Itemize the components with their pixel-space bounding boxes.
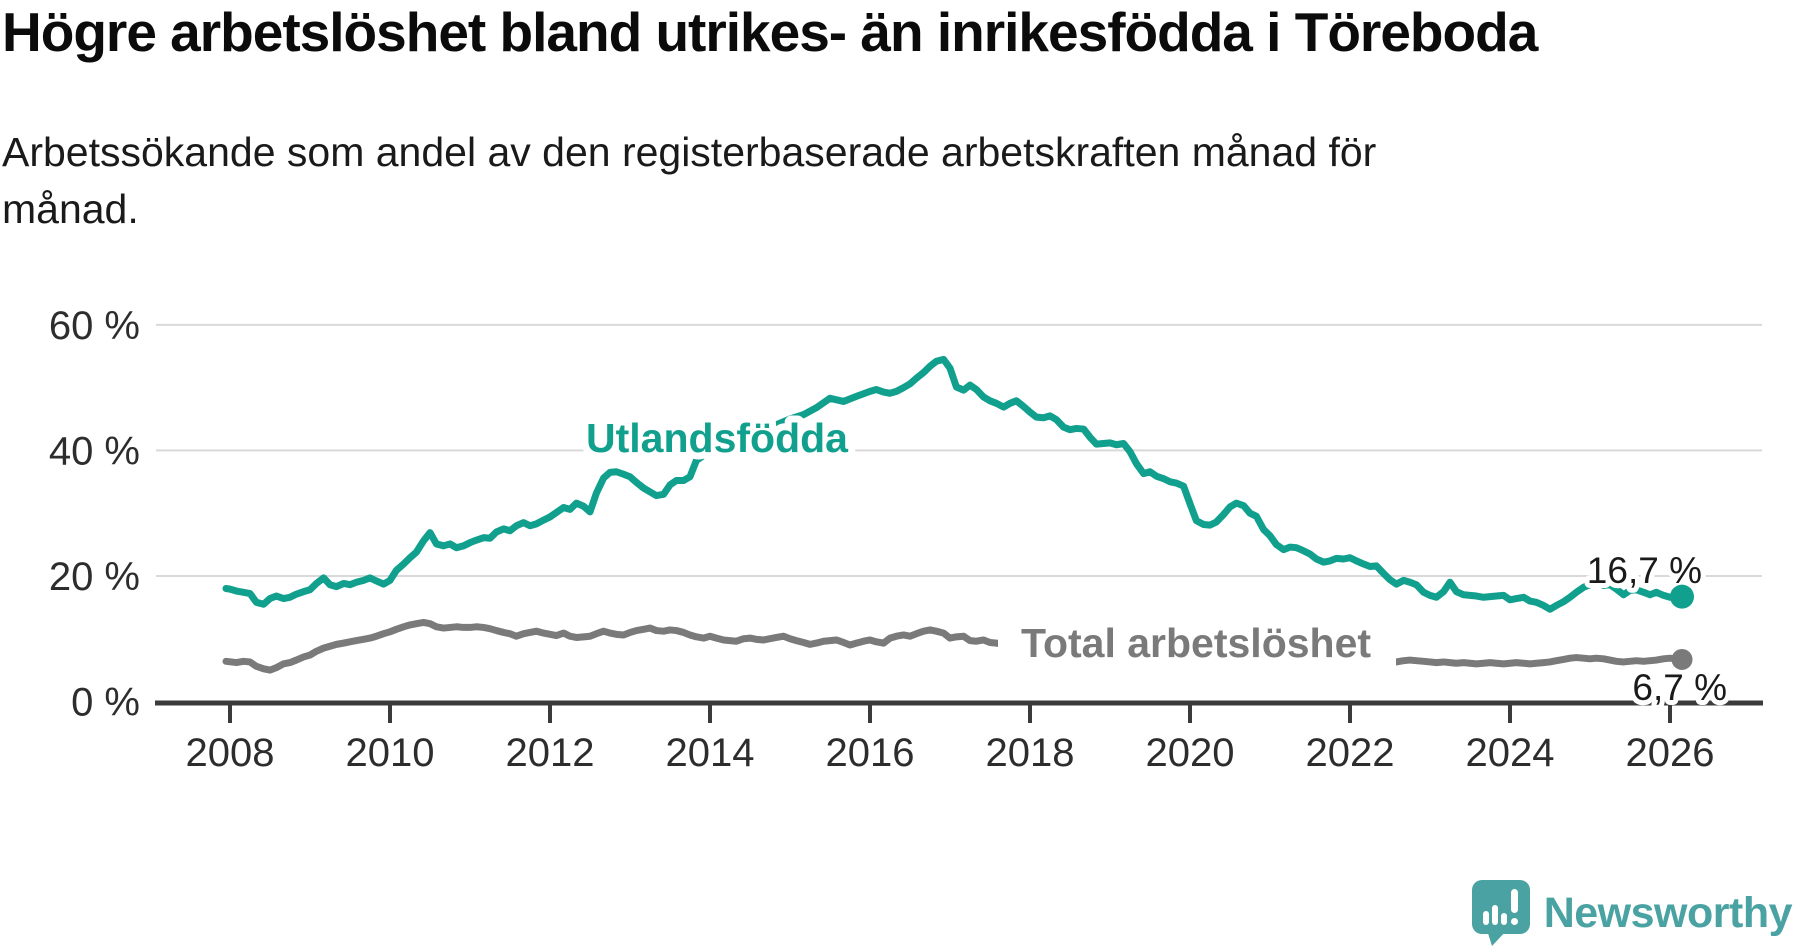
total-line: [222, 618, 1686, 674]
brand-footer: Newsworthy: [1471, 880, 1793, 946]
utlandsfodda-end-dot: [1670, 584, 1694, 609]
chart-subtitle: Arbetssökande som andel av den registerb…: [2, 129, 1377, 232]
total-end-label: 6,7 %: [1632, 667, 1727, 708]
x-tick-label-2018: 2018: [986, 731, 1075, 775]
y-tick-label-40: 40 %: [49, 429, 140, 473]
x-tick-label-2010: 2010: [346, 731, 435, 775]
utlandsfodda-end-label: 16,7 %: [1587, 550, 1702, 591]
newsworthy-logo-icon: [1471, 880, 1530, 946]
x-tick-label-2008: 2008: [186, 731, 275, 775]
x-tick-label-2016: 2016: [826, 731, 915, 775]
x-tick-label-2024: 2024: [1466, 731, 1555, 775]
page-title: Högre arbetslöshet bland utrikes- än inr…: [2, 1, 1538, 63]
brand-name: Newsworthy: [1543, 888, 1793, 937]
x-tick-label-2014: 2014: [666, 731, 755, 775]
y-tick-label-0: 0 %: [71, 681, 140, 725]
x-tick-label-2020: 2020: [1146, 731, 1235, 775]
x-tick-label-2012: 2012: [506, 731, 595, 775]
series-label-total: Total arbetslöshet: [1021, 620, 1371, 666]
utlandsfodda-line: [222, 355, 1686, 613]
total-label-backing: [998, 628, 1396, 668]
series-label-utlandsfodda: Utlandsfödda: [586, 415, 849, 461]
x-tick-label-2026: 2026: [1626, 731, 1715, 775]
total-end-dot: [1671, 648, 1693, 670]
y-tick-label-60: 60 %: [49, 304, 140, 348]
y-tick-label-20: 20 %: [49, 555, 140, 599]
x-tick-label-2022: 2022: [1306, 731, 1395, 775]
